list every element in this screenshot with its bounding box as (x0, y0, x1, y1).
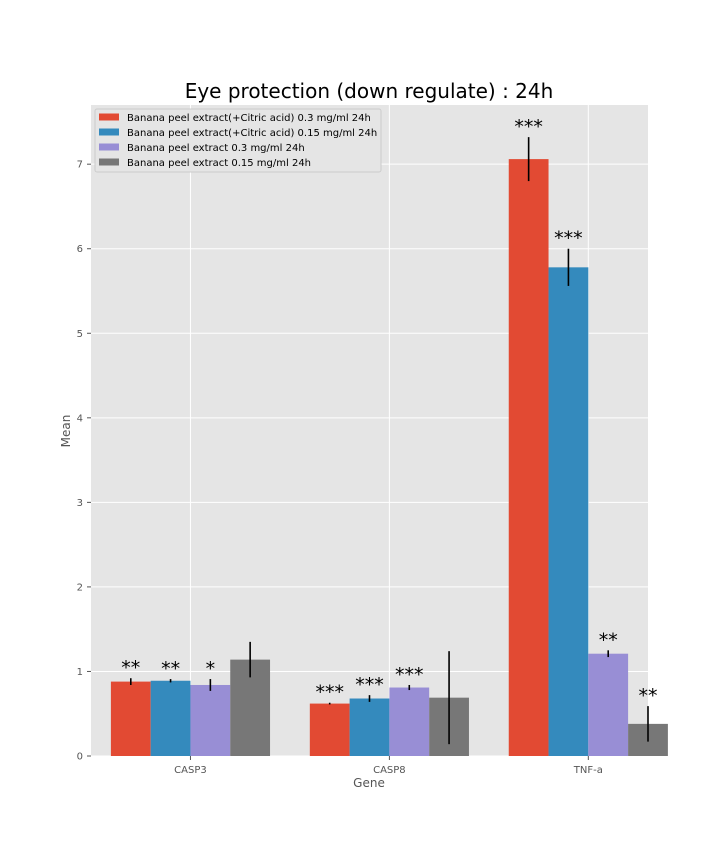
significance-marker: *** (315, 682, 344, 704)
legend-swatch (99, 143, 119, 151)
y-tick-label: 4 (77, 413, 83, 424)
significance-marker: * (206, 658, 216, 680)
legend-swatch (99, 158, 119, 166)
bar (349, 698, 390, 756)
legend: Banana peel extract(+Citric acid) 0.3 mg… (94, 108, 382, 173)
y-tick-label: 1 (77, 667, 83, 678)
y-tick-label: 7 (77, 160, 83, 171)
bar (110, 681, 151, 756)
significance-marker: ** (599, 629, 618, 651)
y-tick-label: 6 (77, 244, 83, 255)
x-axis-label: Gene (353, 776, 385, 790)
chart-title: Eye protection (down regulate) : 24h (185, 79, 554, 103)
bar (389, 687, 430, 756)
legend-entry: Banana peel extract 0.15 mg/ml 24h (127, 158, 311, 169)
bar (309, 703, 350, 756)
y-tick-label: 0 (77, 752, 83, 763)
significance-marker: *** (395, 664, 424, 686)
y-tick-label: 3 (77, 498, 83, 509)
significance-marker: *** (554, 228, 583, 250)
significance-marker: *** (514, 116, 543, 138)
bar (150, 680, 191, 756)
y-tick-label: 2 (77, 582, 83, 593)
legend-swatch (99, 113, 119, 121)
legend-entry: Banana peel extract(+Citric acid) 0.15 m… (127, 128, 377, 139)
bar (508, 159, 549, 757)
significance-marker: ** (161, 658, 180, 680)
x-tick-label: CASP3 (174, 765, 207, 776)
x-tick-label: TNF-a (573, 765, 603, 776)
bar (548, 267, 589, 756)
significance-marker: ** (639, 685, 658, 707)
legend-swatch (99, 128, 119, 136)
y-tick-label: 5 (77, 329, 83, 340)
significance-marker: ** (121, 657, 140, 679)
legend-entry: Banana peel extract(+Citric acid) 0.3 mg… (127, 113, 371, 124)
x-tick-label: CASP8 (373, 765, 406, 776)
y-axis-label: Mean (59, 415, 73, 448)
significance-marker: *** (355, 674, 384, 696)
bar (588, 653, 629, 756)
bar (190, 684, 231, 756)
legend-entry: Banana peel extract 0.3 mg/ml 24h (127, 143, 305, 154)
legend-box (94, 108, 382, 173)
